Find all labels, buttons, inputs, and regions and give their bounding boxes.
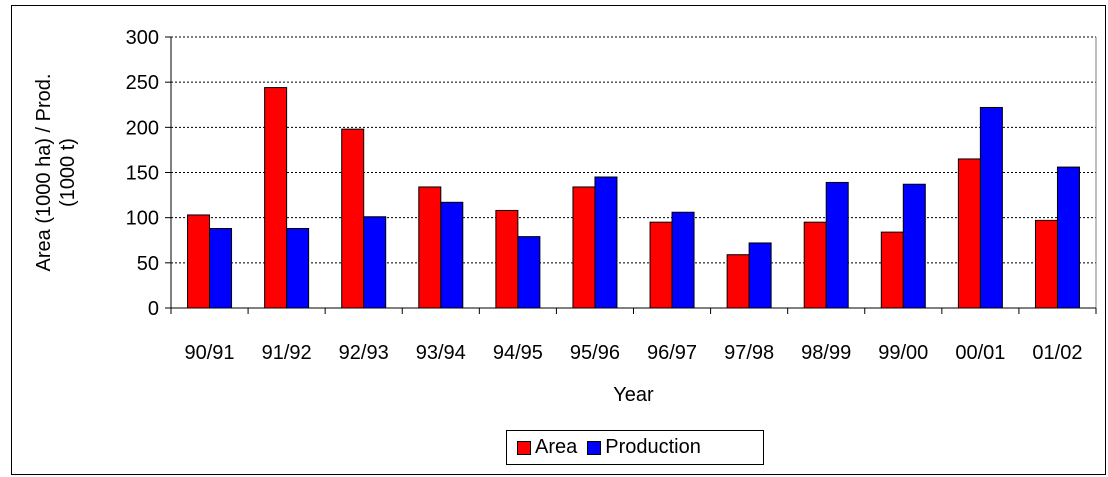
bar-area-94/95 <box>495 209 519 309</box>
bar-production-94/95 <box>517 236 541 309</box>
x-axis-title: Year <box>613 384 654 406</box>
y-tick-label: 200 <box>126 117 159 139</box>
bars <box>187 87 1080 309</box>
legend-item-production: Production <box>577 436 701 459</box>
x-tick-label: 98/99 <box>801 342 851 364</box>
bar-production-93/94 <box>440 201 464 309</box>
bar-area-96/97 <box>649 221 673 309</box>
bar-area-92/93 <box>341 128 365 309</box>
x-tick-label: 01/02 <box>1032 342 1082 364</box>
tick-labels: 0 50 100 150 200 250 300 90/91 91/92 92/93 93/94 94… <box>126 27 1083 364</box>
bar-production-95/96 <box>594 176 618 309</box>
y-tick-label: 250 <box>126 72 159 94</box>
gridlines <box>171 36 1097 308</box>
legend-label-area: Area <box>535 436 578 458</box>
legend: Area Production <box>506 430 764 465</box>
x-tick-label: 90/91 <box>185 342 235 364</box>
bar-production-98/99 <box>825 181 849 309</box>
bar-production-01/02 <box>1056 166 1080 309</box>
y-tick-label: 100 <box>126 208 159 230</box>
x-tick-label: 96/97 <box>647 342 697 364</box>
bar-area-01/02 <box>1034 219 1058 309</box>
bar-production-92/93 <box>363 216 387 309</box>
bar-production-96/97 <box>671 211 695 309</box>
x-tick-label: 97/98 <box>724 342 774 364</box>
legend-swatch-production <box>587 440 602 455</box>
y-tick-label: 0 <box>148 298 159 320</box>
x-tick-label: 92/93 <box>339 342 389 364</box>
bar-area-97/98 <box>726 254 750 309</box>
bar-area-93/94 <box>418 186 442 309</box>
legend-label-production: Production <box>605 436 701 458</box>
x-tick-label: 91/92 <box>262 342 312 364</box>
x-tick-label: 99/00 <box>878 342 928 364</box>
bar-area-98/99 <box>803 221 827 309</box>
legend-item-area: Area <box>507 436 577 459</box>
y-axis-title-line1: Area (1000 ha) / Prod. <box>33 74 55 272</box>
bar-area-95/96 <box>572 186 596 309</box>
y-axis-title: Area (1000 ha) / Prod. (1000 t) <box>33 74 79 272</box>
x-tick-label: 95/96 <box>570 342 620 364</box>
y-tick-label: 50 <box>137 253 159 275</box>
x-tick-label: 94/95 <box>493 342 543 364</box>
bar-area-90/91 <box>187 214 211 309</box>
bar-production-99/00 <box>902 183 926 309</box>
bar-area-91/92 <box>264 87 288 309</box>
bar-production-97/98 <box>748 242 772 309</box>
legend-swatch-area <box>517 440 531 455</box>
bar-area-00/01 <box>957 158 981 309</box>
x-tick-label: 93/94 <box>416 342 466 364</box>
x-tick-label: 00/01 <box>955 342 1005 364</box>
y-tick-label: 150 <box>126 163 159 185</box>
y-axis-title-line2: (1000 t) <box>57 138 79 207</box>
bar-area-99/00 <box>880 231 904 309</box>
bar-production-91/92 <box>286 228 310 309</box>
bar-production-90/91 <box>209 228 233 309</box>
y-tick-label: 300 <box>126 27 159 49</box>
bar-production-00/01 <box>979 106 1003 309</box>
axes <box>165 36 1097 314</box>
